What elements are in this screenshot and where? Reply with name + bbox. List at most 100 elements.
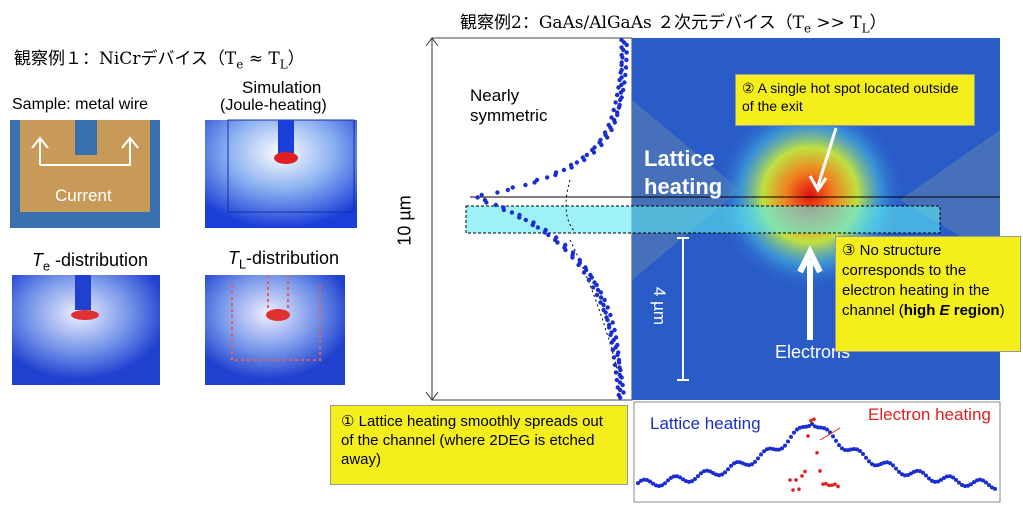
dot bbox=[542, 230, 546, 234]
dot bbox=[984, 481, 988, 485]
dot bbox=[495, 190, 499, 194]
tl-image bbox=[205, 275, 345, 385]
dot bbox=[806, 434, 810, 438]
dot bbox=[815, 451, 819, 455]
dot bbox=[546, 233, 550, 237]
dot bbox=[595, 293, 599, 297]
title-text: ） bbox=[870, 13, 887, 33]
plot-electron-label: Electron heating bbox=[868, 405, 991, 425]
callout-text: ) bbox=[1000, 302, 1005, 319]
dot bbox=[615, 93, 619, 97]
dot bbox=[792, 431, 796, 435]
dot bbox=[610, 340, 614, 344]
title-text: >> T bbox=[811, 13, 862, 33]
simulation-label: Simulation bbox=[242, 78, 321, 98]
dot bbox=[602, 298, 606, 302]
dot bbox=[607, 325, 611, 329]
dot bbox=[723, 470, 727, 474]
dot bbox=[569, 165, 573, 169]
dot bbox=[609, 128, 613, 132]
dot bbox=[510, 210, 514, 214]
dot bbox=[618, 98, 622, 102]
dot bbox=[696, 474, 700, 478]
dot bbox=[783, 444, 787, 448]
dot bbox=[592, 150, 596, 154]
dot bbox=[833, 482, 837, 486]
dot bbox=[780, 446, 784, 450]
plot-lattice-label: Lattice heating bbox=[650, 414, 761, 434]
tl-hot bbox=[266, 309, 290, 321]
simulation-hot bbox=[274, 152, 298, 164]
title-sub: L bbox=[280, 57, 288, 71]
dot bbox=[553, 173, 557, 177]
lattice-label: Lattice bbox=[644, 146, 715, 172]
dot bbox=[606, 305, 610, 309]
dot bbox=[791, 488, 795, 492]
callout-3: ③ No structure corresponds to the electr… bbox=[835, 236, 1021, 352]
simulation-sublabel: (Joule-heating) bbox=[220, 97, 327, 115]
dot bbox=[619, 90, 623, 94]
dot bbox=[693, 477, 697, 481]
dot bbox=[524, 218, 528, 222]
callout-bold: high bbox=[904, 302, 940, 319]
dot bbox=[601, 303, 605, 307]
title-text: 観察例2：GaAs/AlGaAs ２次元デバイス（T bbox=[460, 13, 804, 33]
dot bbox=[825, 428, 829, 432]
dot bbox=[800, 474, 804, 478]
dot bbox=[611, 348, 615, 352]
dot bbox=[582, 158, 586, 162]
dot bbox=[831, 434, 835, 438]
dot bbox=[599, 295, 603, 299]
dot bbox=[563, 248, 567, 252]
dot bbox=[619, 375, 623, 379]
dot bbox=[621, 390, 625, 394]
dot bbox=[618, 395, 622, 399]
label-t: T bbox=[228, 248, 239, 268]
dot bbox=[613, 363, 617, 367]
dot bbox=[613, 120, 617, 124]
title-text: 観察例１：NiCrデバイス（T bbox=[14, 49, 236, 69]
dot bbox=[821, 482, 825, 486]
dot bbox=[858, 449, 862, 453]
dot bbox=[619, 63, 623, 67]
dot bbox=[836, 485, 840, 489]
dot bbox=[613, 100, 617, 104]
dot bbox=[620, 383, 624, 387]
left-title: 観察例１：NiCrデバイス（Te ≈ TL） bbox=[14, 44, 305, 71]
dot bbox=[753, 460, 757, 464]
dot bbox=[624, 58, 628, 62]
dot bbox=[617, 360, 621, 364]
dot bbox=[494, 203, 498, 207]
title-text: ≈ T bbox=[243, 49, 279, 69]
title-sub: e bbox=[804, 21, 811, 35]
callout-2: ② A single hot spot located outside of t… bbox=[735, 74, 975, 126]
callout-italic: E bbox=[940, 302, 950, 319]
dot bbox=[797, 487, 801, 491]
dot bbox=[623, 73, 627, 77]
dot bbox=[618, 70, 622, 74]
scale-4-label: 4 µm bbox=[649, 287, 669, 325]
dot bbox=[555, 240, 559, 244]
dot bbox=[789, 435, 793, 439]
dot bbox=[726, 467, 730, 471]
sample-slot bbox=[75, 120, 97, 155]
title-sub: L bbox=[862, 21, 870, 35]
dot bbox=[608, 333, 612, 337]
dot bbox=[614, 370, 618, 374]
dot bbox=[587, 278, 591, 282]
label-sub: L bbox=[239, 258, 246, 272]
dot bbox=[663, 481, 667, 485]
dot bbox=[620, 55, 624, 59]
dot bbox=[894, 467, 898, 471]
dot bbox=[921, 471, 925, 475]
dot bbox=[484, 200, 488, 204]
dot bbox=[993, 487, 997, 491]
dot bbox=[536, 225, 540, 229]
symmetric-label: symmetric bbox=[470, 106, 547, 126]
sample-label: Sample: metal wire bbox=[12, 96, 148, 114]
tl-label: TL-distribution bbox=[228, 248, 339, 272]
dot bbox=[954, 478, 958, 482]
callout-1: ① Lattice heating smoothly spreads out o… bbox=[330, 405, 628, 485]
dot bbox=[618, 368, 622, 372]
nearly-label: Nearly bbox=[470, 86, 519, 106]
